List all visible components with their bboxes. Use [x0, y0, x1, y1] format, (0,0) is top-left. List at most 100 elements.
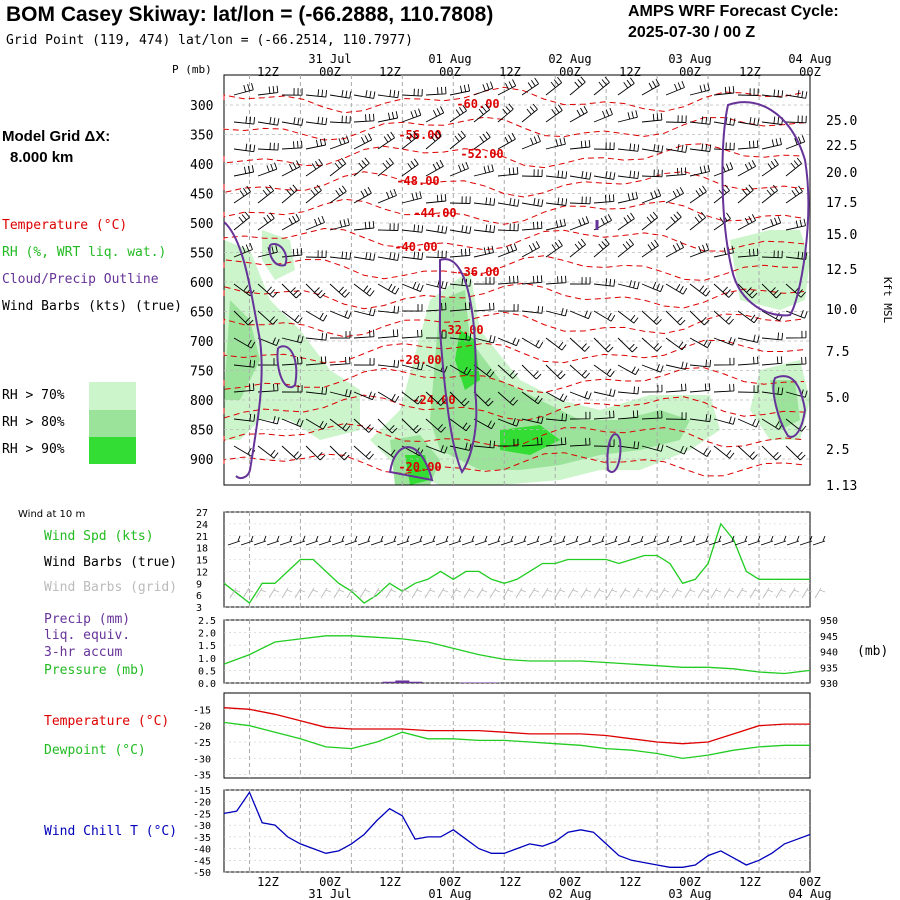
wind-barb: [641, 189, 662, 204]
wind-barb: [233, 143, 256, 153]
wind-barb: [641, 113, 663, 123]
grid-wind-barb: [411, 587, 423, 599]
surface-wind-barb: [773, 535, 787, 546]
wind-barb: [737, 418, 760, 428]
bottom-time-tick: 12Z: [739, 875, 761, 889]
temperature-contour-label: -20.00: [398, 460, 441, 474]
wind-barb: [641, 169, 663, 178]
wind-barb: [521, 241, 540, 258]
wind-barb: [497, 79, 517, 96]
wind-barb: [425, 159, 444, 177]
wind-barb: [689, 211, 706, 231]
wind-barb: [257, 310, 278, 325]
wind-barb: [569, 337, 590, 352]
wind-barb: [665, 361, 688, 370]
wind-barb: [281, 213, 300, 231]
wind-barb: [425, 194, 447, 204]
rh-shade-4: [262, 230, 295, 280]
wind-barb: [425, 331, 447, 339]
wind-barb: [713, 142, 735, 151]
wind-barb: [353, 90, 376, 99]
dewpoint-line: [223, 721, 810, 760]
wind-barb: [689, 83, 710, 96]
cloud-outline: [721, 101, 810, 317]
wind-barb: [593, 238, 610, 258]
rh90-swatch: [89, 437, 136, 464]
wind-barb: [305, 283, 326, 299]
cloud-outline: [268, 243, 288, 267]
wind-barb: [353, 113, 375, 123]
wind-barb: [689, 143, 712, 152]
wind-barb: [569, 76, 586, 96]
precip-bar: [459, 682, 474, 683]
wind-barb: [665, 167, 687, 177]
precip-bar: [408, 681, 423, 683]
wind-barb: [305, 116, 328, 126]
pressure-tick-label: 650: [190, 306, 213, 321]
surface-wind-barb: [786, 535, 800, 546]
temp-panel-frame: [223, 692, 811, 779]
bottom-time-tick: 12Z: [379, 875, 401, 889]
wind-barb: [329, 445, 350, 461]
pressure-tick-label: 600: [190, 276, 213, 291]
grid-wind-barb: [762, 587, 774, 599]
wind-barb: [737, 248, 759, 258]
wind-barb: [617, 143, 640, 152]
wind-barb: [617, 364, 640, 376]
wind-barb: [353, 445, 374, 460]
wind-barb: [473, 131, 491, 150]
wind-barb: [785, 90, 808, 99]
forecast-cycle-value: 2025-07-30 / 00 Z: [628, 24, 756, 41]
top-time-tick: 12Z: [739, 65, 761, 79]
wind-barb: [257, 116, 280, 126]
top-time-tick: 00Z: [439, 65, 461, 79]
surface-wind-barb: [448, 535, 462, 546]
wind-barb: [545, 437, 567, 447]
wind-barb: [329, 388, 352, 398]
top-date-label: 03 Aug: [668, 52, 711, 66]
wind-barb: [329, 157, 347, 177]
wind-barb: [425, 445, 448, 454]
wind-barb: [305, 89, 328, 98]
wind-barb: [689, 445, 712, 457]
wind-barb: [737, 310, 759, 324]
grid-wind-barb: [775, 587, 787, 599]
wind-barb: [449, 130, 466, 150]
wind-barb: [497, 304, 519, 312]
surface-wind-barb: [617, 535, 631, 546]
wind-barb: [473, 164, 494, 177]
wind-barb: [401, 88, 423, 97]
surface-wind-barb: [305, 535, 319, 546]
grid-wind-barb: [645, 587, 657, 599]
grid-wind-barb: [788, 587, 800, 599]
temperature-contour: [223, 367, 805, 394]
wind-barb: [449, 418, 471, 432]
wind-barb: [233, 82, 254, 96]
surface-wind-barb: [682, 535, 696, 546]
wind-barb: [401, 281, 424, 293]
wind-barb: [665, 412, 687, 420]
grid-wind-barb: [463, 587, 475, 599]
surface-wind-barb: [799, 535, 813, 546]
temperature-contour: [223, 394, 805, 422]
kft-tick-label: 25.0: [826, 114, 857, 129]
wind-barb: [569, 216, 590, 231]
pressure-tick-label: 900: [190, 453, 213, 468]
page-title: BOM Casey Skiway: lat/lon = (-66.2888, 1…: [6, 3, 494, 26]
pressure-axis-label: P (mb): [172, 63, 212, 76]
bottom-date-label: 01 Aug: [428, 887, 471, 900]
wind-barb: [425, 279, 448, 290]
surface-wind-barb: [370, 535, 384, 546]
temperature-contour-label: -52.00: [460, 147, 503, 161]
wind-barb: [233, 242, 253, 258]
surface-wind-barb: [630, 535, 644, 546]
grid-wind-barb: [489, 587, 501, 599]
temp-tick-label: -35: [193, 771, 211, 782]
wind-barb: [737, 184, 754, 204]
grid-wind-barb: [346, 587, 358, 599]
wind-barb: [377, 418, 398, 434]
temperature-contour: [223, 452, 805, 477]
wind-barb: [497, 132, 516, 150]
grid-wind-barb: [658, 587, 670, 599]
temperature-contour-label: -40.00: [394, 240, 437, 254]
